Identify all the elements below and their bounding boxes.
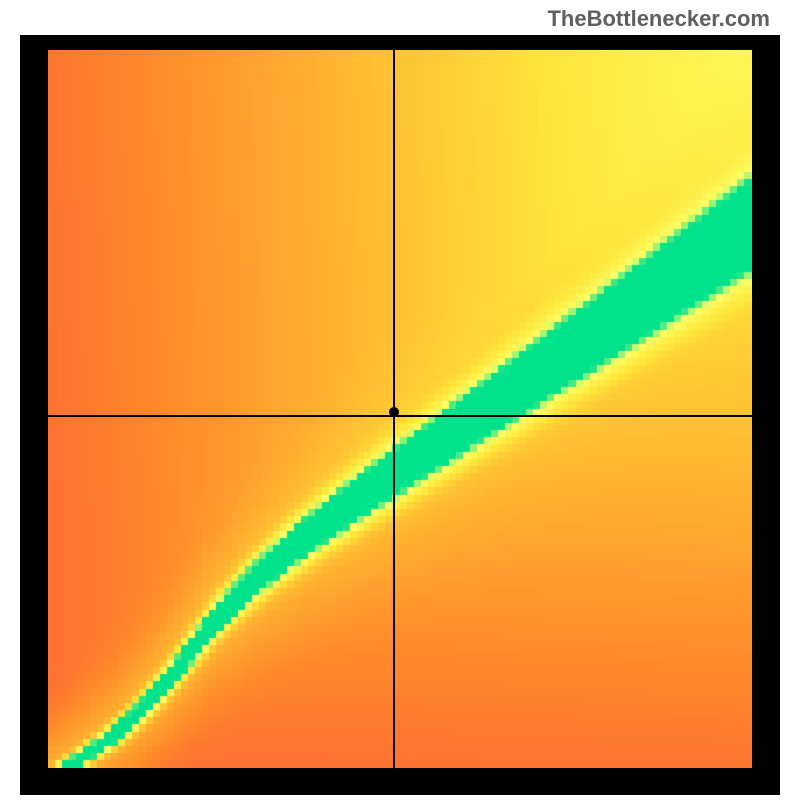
heatmap-canvas [48,50,752,768]
heatmap-plot-area [48,50,752,768]
watermark-text: TheBottlenecker.com [547,6,770,32]
plot-outer-frame [20,35,780,795]
figure-container: TheBottlenecker.com [0,0,800,800]
marker-dot [389,407,399,417]
crosshair-horizontal [48,415,752,417]
